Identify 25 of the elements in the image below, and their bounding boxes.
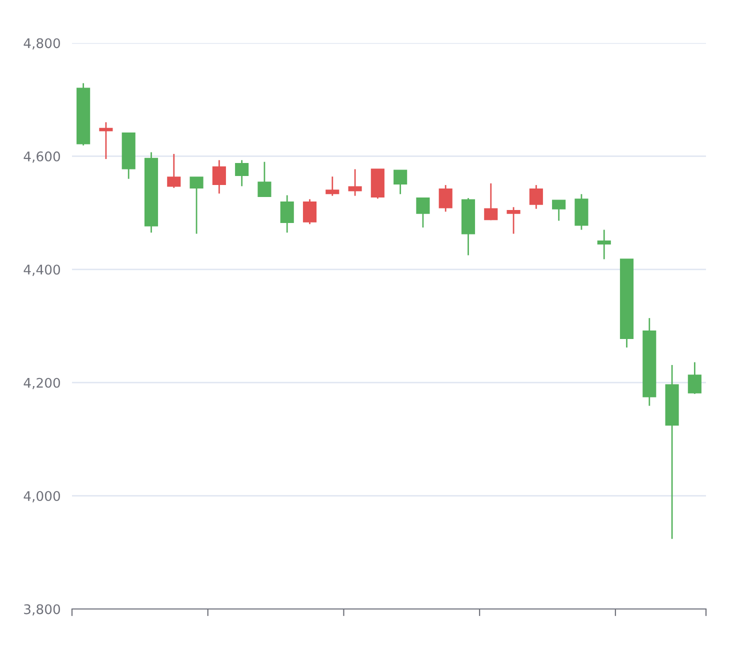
candlestick xyxy=(235,159,249,187)
candlestick xyxy=(326,176,340,197)
candlestick xyxy=(597,229,611,260)
y-tick-label: 3,800 xyxy=(24,604,60,616)
candlestick xyxy=(394,170,408,195)
candlestick xyxy=(416,197,430,228)
candlestick xyxy=(484,182,498,221)
candlestick xyxy=(212,159,226,194)
candlestick xyxy=(258,161,272,198)
candlestick xyxy=(688,362,702,395)
candlestick xyxy=(438,184,452,212)
candlestick xyxy=(280,194,294,234)
candlestick xyxy=(302,198,317,225)
candlestick xyxy=(99,122,113,160)
y-tick-label: 4,200 xyxy=(24,378,60,390)
candlestick xyxy=(190,176,204,234)
candlestick xyxy=(167,153,181,189)
y-tick-label: 4,600 xyxy=(24,151,60,163)
y-tick-label: 4,000 xyxy=(24,491,60,502)
candlestick xyxy=(529,184,543,210)
candlestick xyxy=(506,206,520,234)
y-tick-label: 4,400 xyxy=(24,264,60,276)
candlestick xyxy=(348,168,362,197)
y-tick-label: 4,800 xyxy=(24,38,60,50)
candlestick xyxy=(552,200,566,222)
